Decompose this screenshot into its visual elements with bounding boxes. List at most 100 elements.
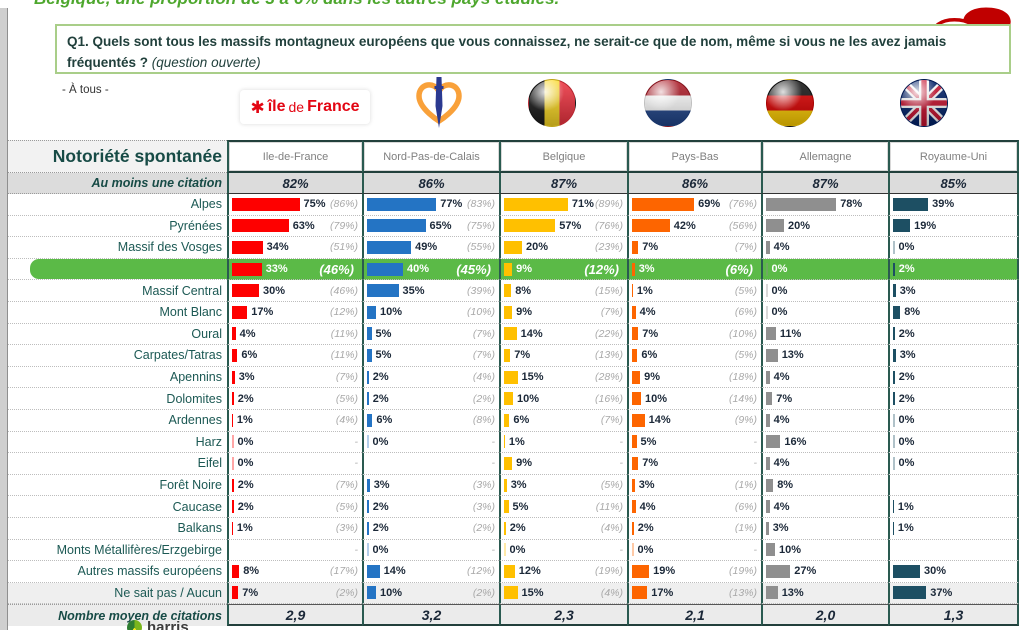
value-label: 1% [636,284,653,297]
top-banner-text: Belgique, une proportion de 3 à 6% dans … [34,0,674,9]
data-cell: 5% - [627,431,761,454]
data-cell: 5% (7%) [362,345,499,367]
value-label: 10% [779,543,802,556]
data-cell: 0% - [227,453,362,475]
data-cell: 9% (18%) [627,366,761,389]
previous-value-label: (14%) [728,392,757,405]
data-cell [888,474,1019,497]
bar [504,392,513,406]
row-label-text: Alpes [190,197,222,212]
data-cell: 5% (11%) [499,496,627,518]
previous-value-label: (10%) [466,306,495,319]
netherlands-flag-icon [644,79,692,127]
value-label: 2% [509,522,526,535]
bar [632,197,695,211]
value-label: 37% [930,586,953,599]
value-label: 3% [238,371,255,384]
previous-value-label: (7%) [600,414,623,427]
previous-value-label: (2%) [472,392,495,405]
column-header-belgique: Belgique [499,140,627,173]
bottom-partial-logo: harris [127,620,267,630]
data-cell: 77% (83%) [362,194,499,216]
table-row: Carpates/Tatras 6% (11%) 5% (7%) 7% (13%) 6% (5%… [8,345,1019,367]
value-label: 20% [526,241,549,254]
bar [504,219,556,233]
data-cell: 10% (10%) [362,301,499,324]
value-label: 30% [924,565,947,578]
previous-value-label: (19%) [728,565,757,578]
data-cell: 6% (7%) [499,409,627,432]
bar [367,240,412,254]
previous-value-label: (5%) [335,500,358,513]
previous-value-label: - [619,457,624,470]
value-label: 2% [898,371,915,384]
value-label: 5% [375,327,392,340]
value-label: 4% [773,241,790,254]
previous-value-label: (15%) [594,284,623,297]
row-label: Montagnes du Jura [8,258,227,281]
bar [232,456,234,470]
bar [893,500,894,514]
data-cell: 3% (7%) [227,366,362,389]
table-row: Massif des Vosges 34% (51%) 49% (55%) 20% (23%… [8,237,1019,259]
table-row: Pyrénées 63% (79%) 65% (75%) 57% (76%) 42% (56%)… [8,215,1019,238]
row-label-text: Pyrénées [169,218,222,233]
bar [232,413,233,427]
data-cell: 2% (7%) [227,474,362,497]
bar [232,284,259,298]
bar [504,284,512,298]
table-row: Montagnes du Jura 33% (46%) 40% (45%) 9% (12%)… [8,258,1019,281]
value-label: 2% [372,522,389,535]
data-cell: - [362,453,499,475]
data-cell: 1% [888,517,1019,540]
bar [766,348,778,362]
bar [632,413,645,427]
bar [766,197,837,211]
bar [893,392,895,406]
value-label: 78% [840,198,863,211]
data-cell: 7% (13%) [499,345,627,367]
bar [766,478,774,492]
data-cell: 2% (3%) [362,496,499,518]
row-label-text: Massif des Vosges [117,240,222,255]
previous-value-label: (3%) [472,479,495,492]
value-label: 40% [407,263,430,276]
previous-value-label: - [753,543,758,556]
previous-value-label: (19%) [594,565,623,578]
value-label: 9% [516,457,532,470]
value-label: 3% [899,284,916,297]
bar [504,240,522,254]
previous-value-label: (28%) [594,371,623,384]
bar [232,392,234,406]
row-label: Massif Central [8,280,227,302]
value-label: 0% [771,263,788,276]
bar [632,435,637,449]
value-label: 4% [639,500,656,513]
bar [367,500,369,514]
value-label: 0% [898,241,915,254]
value-label: 27% [794,565,817,578]
row-label-text: Carpates/Tatras [133,348,222,363]
bar [893,456,895,470]
value-label: 0% [372,435,389,448]
value-label: 63% [292,219,315,232]
data-cell: 1% - [499,431,627,454]
table-row: Massif Central 30% (46%) 35% (39%) 8% (15%) 1% (… [8,280,1019,302]
previous-value-label: (2%) [335,586,358,599]
data-cell: 3% (1%) [627,474,761,497]
table-title: Notoriété spontanée [8,140,227,173]
value-label: 0% [237,457,254,470]
data-cell: 20% (23%) [499,237,627,259]
data-cell: 9% - [499,453,627,475]
value-label: 0% [372,543,389,556]
bar [504,543,506,557]
data-cell: 2% [888,366,1019,389]
bar [367,262,403,276]
row-label: Ardennes [8,410,227,432]
bar [632,586,648,600]
value-label: 6% [241,349,258,362]
value-label: 20% [788,219,811,232]
data-cell: 49% (55%) [362,237,499,259]
value-label: 7% [642,241,659,254]
